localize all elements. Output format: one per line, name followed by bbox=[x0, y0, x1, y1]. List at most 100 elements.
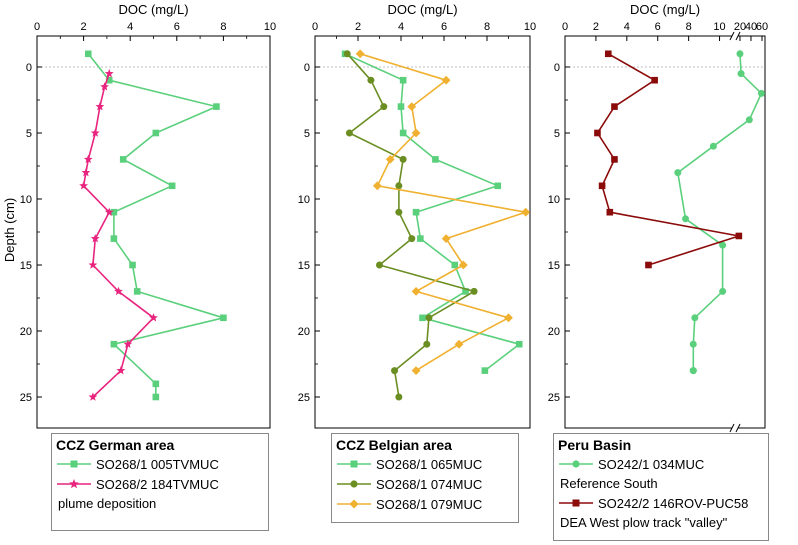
legend-swatch-olive-circle bbox=[337, 480, 371, 488]
y-tick-label: 10 bbox=[548, 194, 560, 206]
data-point bbox=[81, 168, 91, 177]
y-tick-label: 5 bbox=[304, 128, 310, 140]
legend-swatch-orange-diamond bbox=[337, 499, 371, 509]
data-point bbox=[709, 142, 717, 150]
data-point bbox=[458, 260, 468, 270]
legend-peru-basin: Peru Basin SO242/1 034MUC Reference Sout… bbox=[553, 433, 769, 541]
data-point bbox=[133, 288, 141, 295]
y-tick-label: 15 bbox=[548, 260, 560, 272]
data-point bbox=[441, 234, 451, 243]
legend-note: plume deposition bbox=[58, 496, 157, 511]
y-tick-label: 20 bbox=[20, 326, 32, 338]
data-point bbox=[454, 339, 464, 349]
data-point bbox=[674, 169, 682, 177]
data-point bbox=[598, 182, 606, 190]
data-point bbox=[355, 49, 365, 59]
data-point bbox=[425, 314, 433, 322]
data-point bbox=[367, 76, 375, 84]
data-point bbox=[432, 156, 439, 163]
y-tick-label: 15 bbox=[20, 260, 32, 272]
data-point bbox=[110, 208, 118, 216]
data-point bbox=[470, 287, 478, 295]
x-axis-title: DOC (mg/L) bbox=[118, 2, 188, 17]
data-point bbox=[417, 235, 424, 242]
series-so268-2-184tvmuc bbox=[79, 69, 158, 401]
x-tick-label: 4 bbox=[398, 21, 404, 33]
x-tick-label: 8 bbox=[220, 21, 226, 33]
data-point bbox=[83, 154, 93, 164]
legend-swatch-green-square bbox=[337, 460, 371, 468]
data-point bbox=[168, 182, 176, 190]
legend-entry: SO242/2 146ROV-PUC58 bbox=[558, 493, 764, 513]
data-point bbox=[462, 288, 469, 295]
data-point bbox=[515, 340, 523, 348]
series-so268-1-079muc bbox=[355, 49, 531, 375]
legend-entry: SO268/1 079MUC bbox=[336, 494, 514, 514]
legend-entry: SO268/1 065MUC bbox=[336, 454, 514, 474]
legend-entry: SO242/1 034MUC bbox=[558, 454, 764, 474]
data-point bbox=[719, 287, 727, 295]
y-tick-label: 25 bbox=[20, 392, 32, 404]
data-point bbox=[521, 207, 531, 217]
y-tick-label: 0 bbox=[26, 62, 32, 74]
legend-label: SO268/1 005TVMUC bbox=[96, 456, 219, 472]
data-point bbox=[104, 69, 114, 78]
data-point bbox=[88, 260, 98, 269]
y-tick-label: 25 bbox=[298, 392, 310, 404]
legend-entry: SO268/1 074MUC bbox=[336, 474, 514, 494]
x-tick-label: 8 bbox=[686, 21, 692, 33]
data-point bbox=[90, 234, 100, 243]
data-point bbox=[90, 128, 100, 137]
data-point bbox=[737, 70, 745, 78]
data-point bbox=[395, 182, 403, 190]
legend-note: DEA West plow track "valley" bbox=[560, 515, 728, 530]
legend-label: SO242/1 034MUC bbox=[598, 456, 705, 472]
axis-break-mark bbox=[729, 423, 735, 433]
data-point bbox=[441, 75, 451, 85]
data-point bbox=[395, 393, 403, 401]
data-point bbox=[606, 208, 614, 216]
legend-title: CCZ German area bbox=[56, 437, 175, 453]
axis-break-mark bbox=[729, 31, 735, 41]
data-point bbox=[494, 182, 502, 190]
x-tick-label: 10 bbox=[524, 21, 536, 33]
data-point bbox=[100, 82, 109, 91]
data-point bbox=[213, 103, 220, 110]
x-tick-label: 6 bbox=[441, 21, 447, 33]
data-point bbox=[399, 155, 407, 163]
y-tick-label: 25 bbox=[548, 392, 560, 404]
data-point bbox=[689, 340, 697, 348]
data-point bbox=[104, 207, 114, 216]
x-tick-label: 2 bbox=[593, 21, 599, 33]
data-point bbox=[736, 50, 744, 58]
legend-swatch-green-circle bbox=[559, 460, 593, 468]
x-tick-label: 0 bbox=[34, 21, 40, 33]
data-point bbox=[110, 340, 118, 348]
y-tick-label: 0 bbox=[304, 62, 310, 74]
series-line bbox=[346, 53, 475, 398]
x-tick-label: 0 bbox=[562, 21, 568, 33]
data-point bbox=[757, 89, 765, 97]
axis-break-mark bbox=[735, 423, 741, 433]
x-tick-label: 2 bbox=[81, 21, 87, 33]
legend-label: SO268/2 184TVMUC bbox=[96, 476, 219, 492]
series-so242-1-034muc bbox=[674, 50, 765, 375]
y-tick-label: 15 bbox=[298, 260, 310, 272]
series-so268-1-074muc bbox=[343, 50, 478, 401]
data-point bbox=[651, 76, 658, 84]
data-point bbox=[611, 103, 618, 110]
data-point bbox=[682, 215, 690, 223]
data-point bbox=[399, 129, 407, 137]
data-point bbox=[689, 367, 697, 375]
data-point bbox=[372, 181, 382, 191]
x-tick-label: 60 bbox=[756, 21, 768, 33]
plot-frame bbox=[36, 35, 271, 429]
series-line bbox=[87, 53, 225, 397]
legend-swatch-green-square bbox=[57, 460, 91, 468]
y-tick-label: 20 bbox=[298, 326, 310, 338]
legend-entry: SO268/2 184TVMUC bbox=[56, 474, 264, 494]
data-point bbox=[152, 129, 160, 137]
series-line bbox=[596, 53, 740, 266]
legend-ccz-german: CCZ German area SO268/1 005TVMUC SO268/2… bbox=[51, 433, 269, 531]
